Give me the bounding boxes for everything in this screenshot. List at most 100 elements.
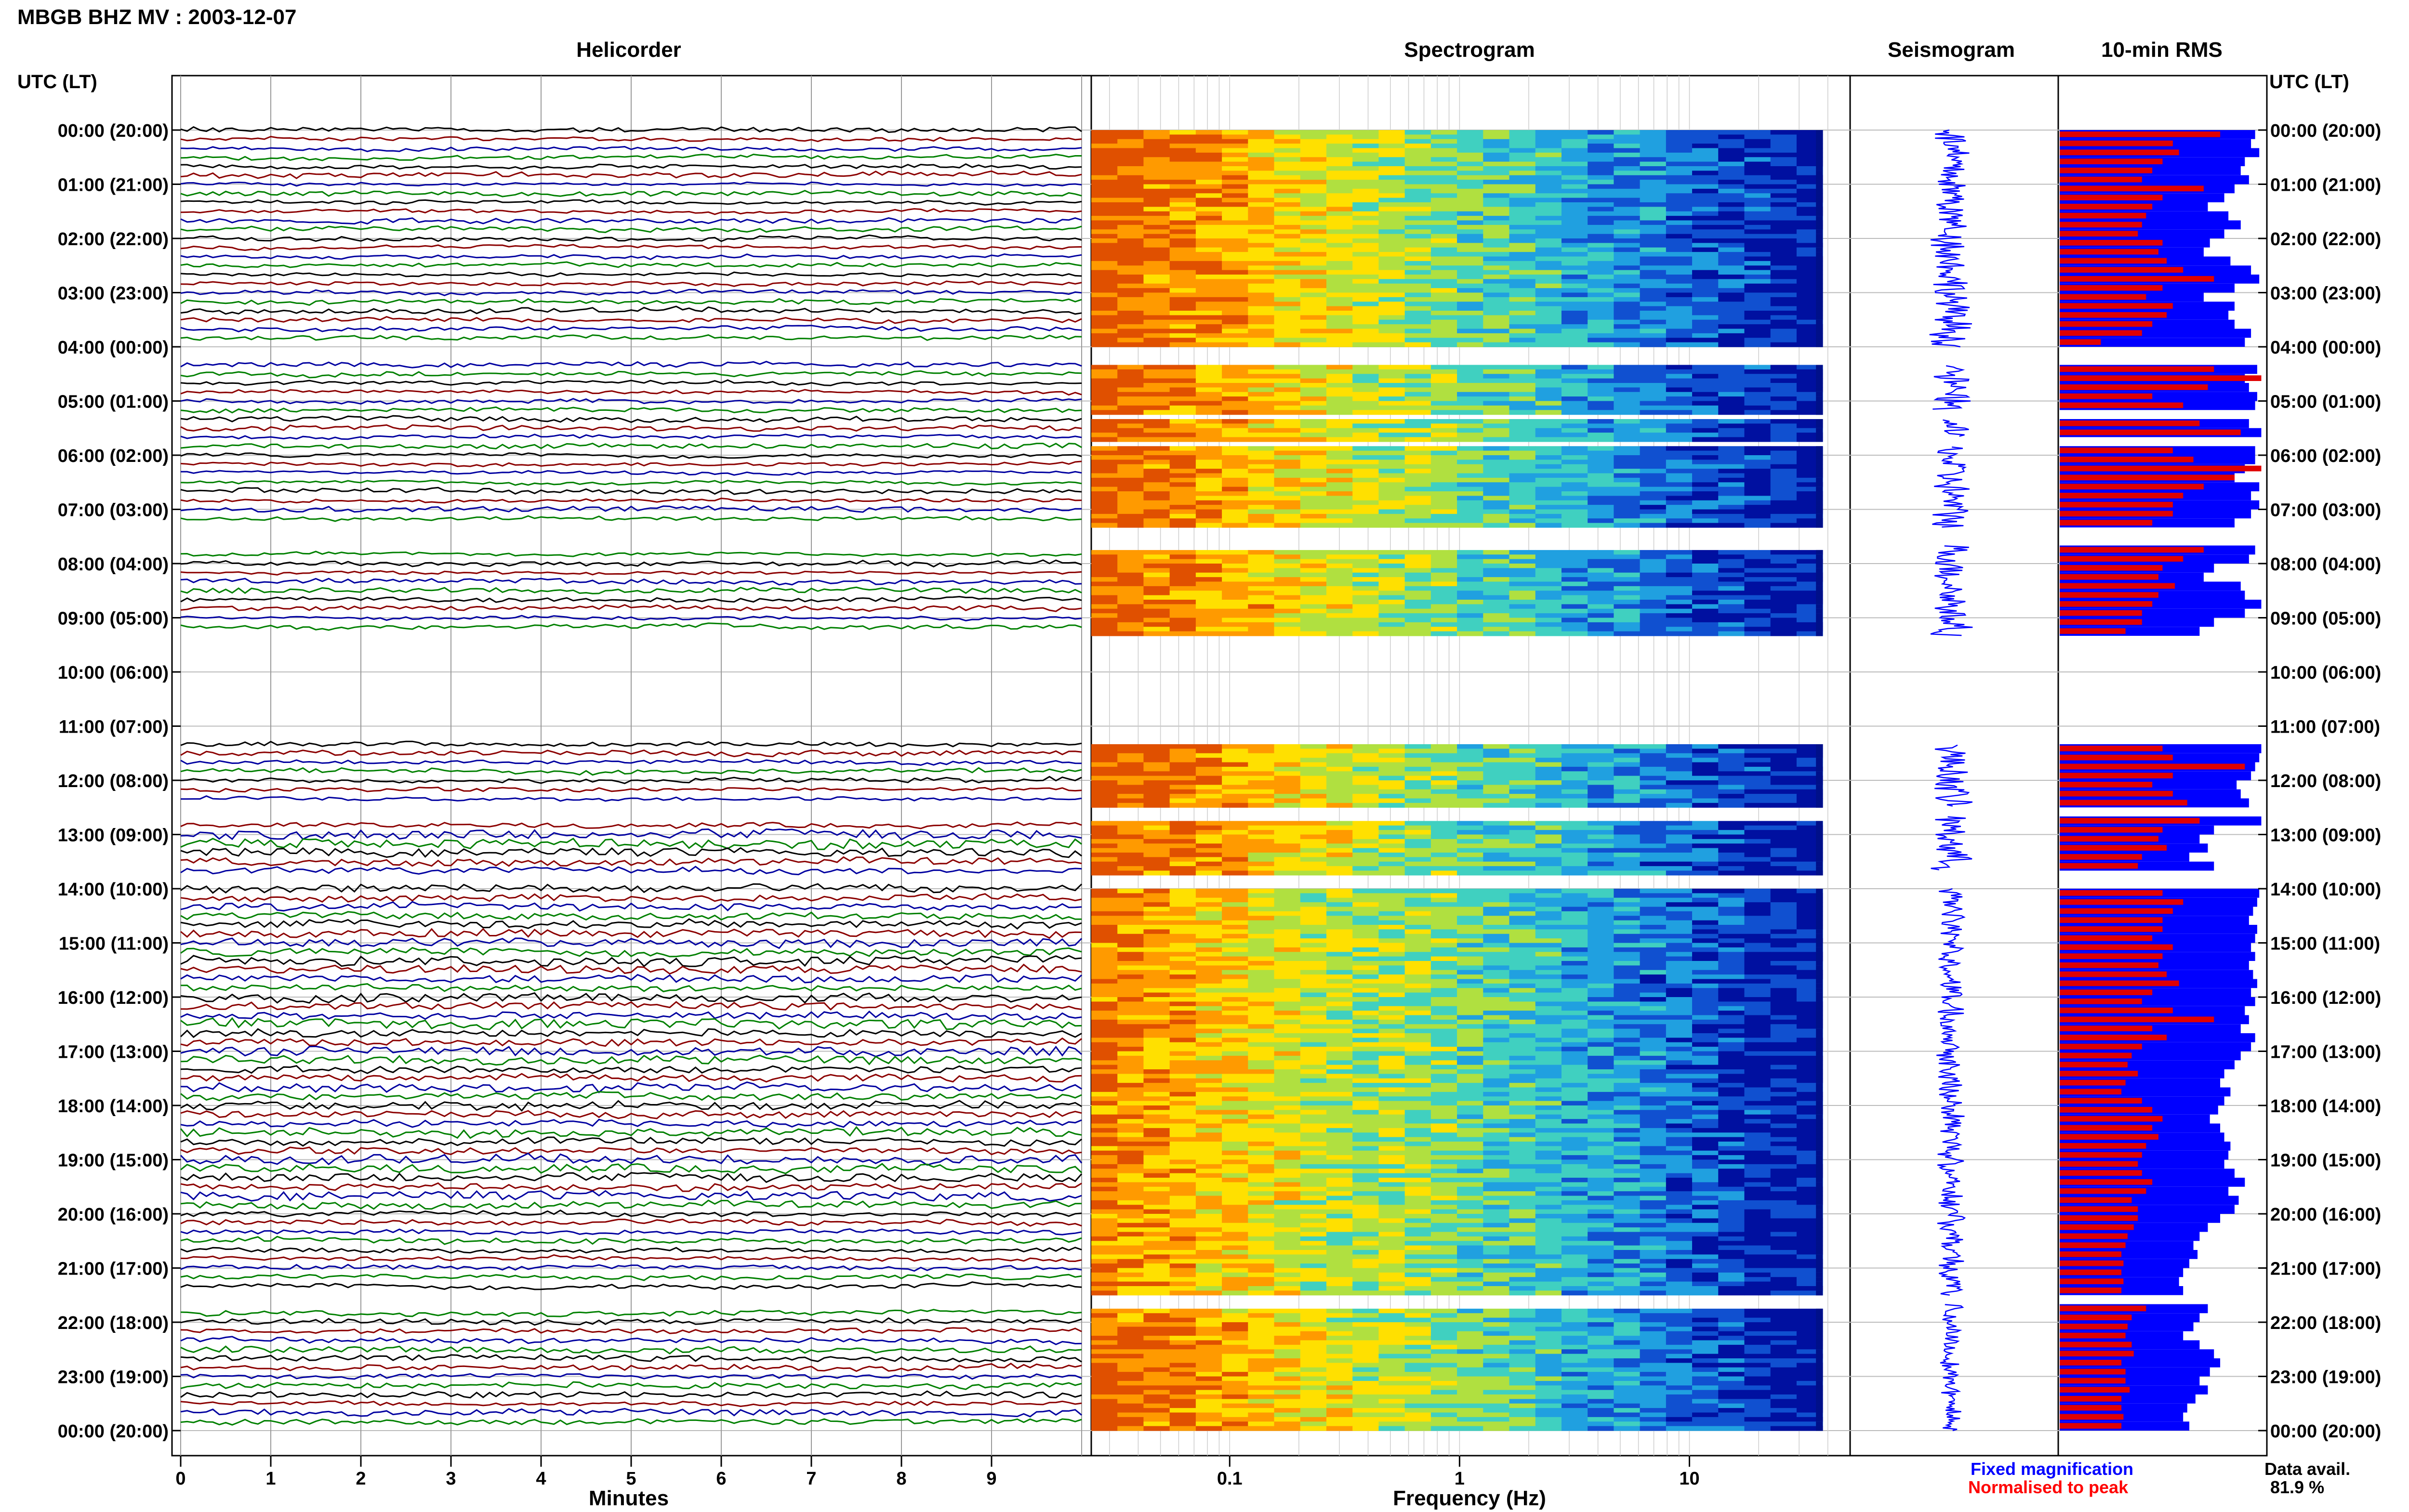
spectrogram-cell (1718, 911, 1745, 916)
spectrogram-cell (1588, 500, 1614, 505)
spectrogram-cell (1457, 916, 1483, 921)
spectrogram-cell (1300, 302, 1327, 307)
spectrogram-cell (1692, 771, 1719, 776)
spectrogram-cell (1744, 265, 1771, 271)
spectrogram-cell (1614, 581, 1641, 587)
spectrogram-cell (1404, 161, 1431, 167)
spectrogram-cell (1535, 1051, 1562, 1056)
spectrogram-cell (1483, 197, 1510, 203)
spectrogram-cell (1169, 744, 1196, 749)
spectrogram-cell (1796, 798, 1823, 803)
spectrogram-cell (1457, 1060, 1483, 1065)
spectrogram-cell (1770, 455, 1797, 460)
spectrogram-cell (1117, 866, 1144, 871)
spectrogram-cell (1222, 161, 1248, 167)
spectrogram-cell (1483, 333, 1510, 338)
spectrogram-cell (1378, 771, 1405, 776)
spectrogram-cell (1718, 319, 1745, 325)
spectrogram-cell (1404, 130, 1431, 135)
spectrogram-cell (1770, 134, 1797, 140)
spectrogram-cell (1326, 771, 1353, 776)
spectrogram-cell (1195, 342, 1222, 347)
spectrogram-cell (1816, 292, 1823, 298)
spectrogram-cell (1248, 428, 1275, 433)
spectrogram-cell (1143, 1015, 1170, 1020)
spectrogram-cell (1796, 1028, 1823, 1034)
spectrogram-cell (1143, 148, 1170, 153)
spectrogram-cell (1195, 383, 1222, 388)
spectrogram-cell (1509, 586, 1536, 591)
spectrogram-cell (1744, 870, 1771, 876)
spectrogram-cell (1117, 220, 1144, 225)
spectrogram-cell (1561, 794, 1588, 799)
spectrogram-cell (1404, 961, 1431, 966)
spectrogram-cell (1352, 464, 1379, 469)
spectrogram-cell (1169, 554, 1196, 560)
spectrogram-cell (1430, 460, 1457, 465)
spectrogram-cell (1378, 383, 1405, 388)
spectrogram-cell (1561, 744, 1588, 749)
spectrogram-cell (1535, 595, 1562, 600)
spectrogram-cell (1561, 1033, 1588, 1038)
spectrogram-cell (1195, 365, 1222, 370)
spectrogram-cell (1483, 256, 1510, 262)
spectrogram-cell (1117, 410, 1144, 415)
spectrogram-cell (1535, 554, 1562, 560)
spectrogram-cell (1770, 369, 1797, 374)
spectrogram-cell (1222, 902, 1248, 907)
spectrogram-cell (1169, 911, 1196, 916)
spectrogram-cell (1222, 907, 1248, 912)
spectrogram-cell (1430, 202, 1457, 207)
spectrogram-cell (1248, 256, 1275, 262)
spectrogram-cell (1195, 197, 1222, 203)
spectrogram-cell (1274, 229, 1301, 235)
spectrogram-cell (1770, 437, 1797, 442)
spectrogram-cell (1169, 283, 1196, 289)
spectrogram-cell (1588, 437, 1614, 442)
spectrogram-cell (1091, 1078, 1118, 1083)
spectrogram-cell (1457, 586, 1483, 591)
spectrogram-cell (1195, 292, 1222, 298)
spectrogram-cell (1509, 893, 1536, 898)
spectrogram-cell (1744, 161, 1771, 167)
spectrogram-cell (1117, 613, 1144, 618)
spectrogram-cell (1692, 486, 1719, 492)
spectrogram-cell (1195, 130, 1222, 135)
spectrogram-cell (1561, 437, 1588, 442)
spectrogram-cell (1561, 961, 1588, 966)
spectrogram-cell (1457, 970, 1483, 975)
spectrogram-cell (1744, 965, 1771, 971)
spectrogram-cell (1169, 410, 1196, 415)
spectrogram-cell (1770, 148, 1797, 153)
spectrogram-cell (1248, 1024, 1275, 1029)
spectrogram-cell (1666, 586, 1693, 591)
spectrogram-cell (1744, 974, 1771, 980)
spectrogram-cell (1666, 329, 1693, 334)
spectrogram-cell (1430, 853, 1457, 857)
spectrogram-cell (1326, 749, 1353, 754)
spectrogram-cell (1640, 130, 1667, 135)
spectrogram-cell (1274, 762, 1301, 767)
spectrogram-cell (1404, 166, 1431, 171)
spectrogram-cell (1614, 794, 1641, 799)
spectrogram-cell (1770, 265, 1797, 271)
spectrogram-cell (1816, 333, 1823, 338)
spectrogram-cell (1640, 265, 1667, 271)
spectrogram-cell (1222, 997, 1248, 1002)
spectrogram-cell (1117, 473, 1144, 478)
spectrogram-cell (1300, 324, 1327, 329)
spectrogram-cell (1535, 992, 1562, 998)
spectrogram-cell (1430, 591, 1457, 596)
spectrogram-cell (1117, 365, 1144, 370)
spectrogram-cell (1666, 252, 1693, 257)
spectrogram-cell (1091, 952, 1118, 957)
spectrogram-cell (1561, 477, 1588, 483)
spectrogram-cell (1195, 1065, 1222, 1070)
spectrogram-cell (1248, 401, 1275, 406)
spectrogram-cell (1430, 509, 1457, 514)
spectrogram-cell (1744, 523, 1771, 528)
spectrogram-cell (1378, 130, 1405, 135)
spectrogram-cell (1770, 410, 1797, 415)
spectrogram-cell (1222, 184, 1248, 189)
spectrogram-cell (1816, 1019, 1823, 1025)
